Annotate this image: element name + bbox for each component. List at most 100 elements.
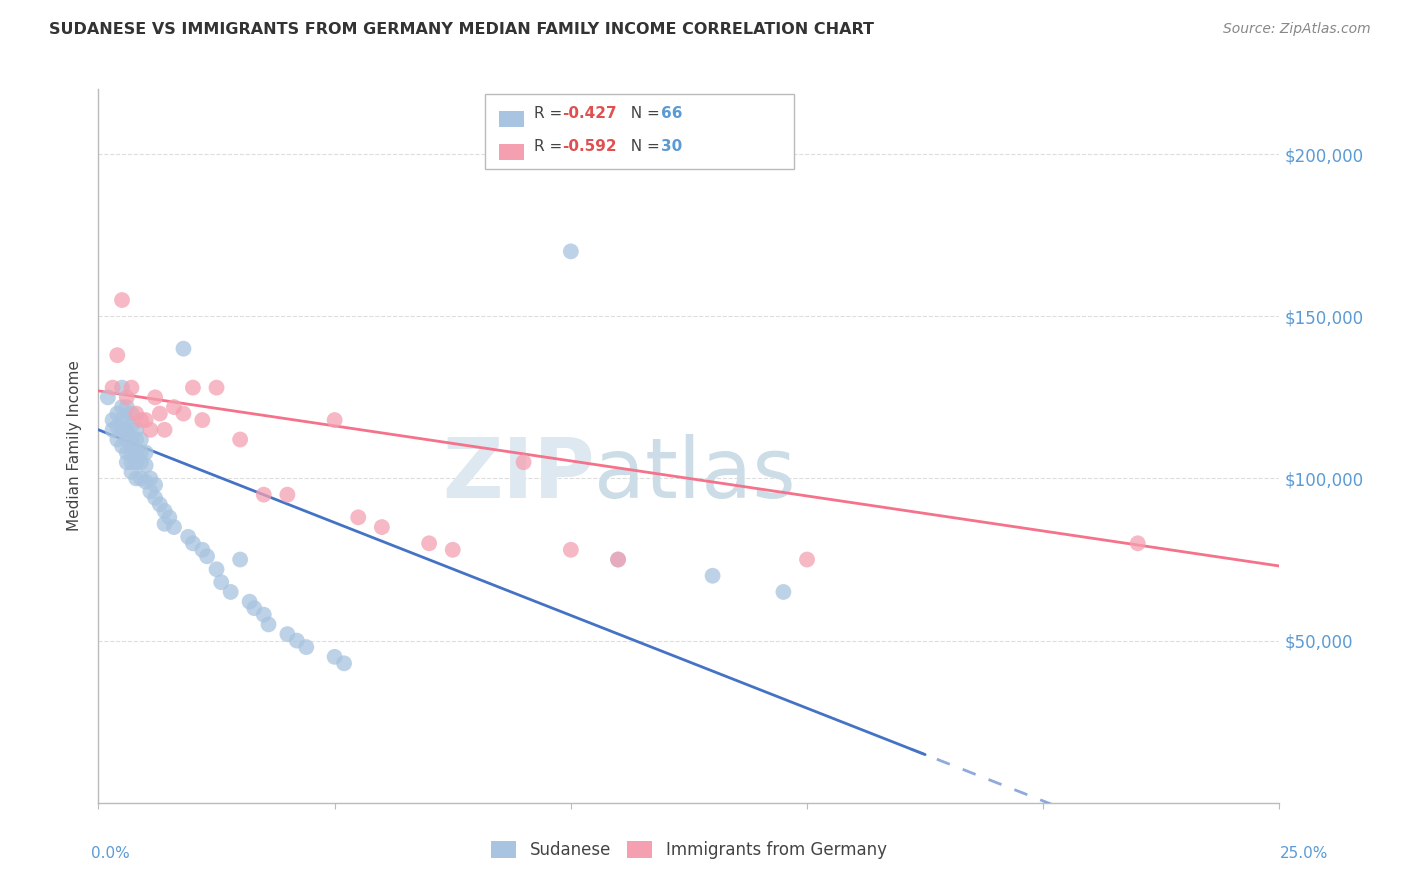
Point: [105, 419, 128, 434]
Point: [205, 562, 228, 576]
Point: [191, 413, 214, 427]
Point: [105, 433, 128, 447]
Text: N =: N =: [621, 139, 665, 153]
Point: [115, 413, 138, 427]
Point: [129, 445, 152, 459]
Point: [371, 520, 394, 534]
Point: [229, 552, 252, 566]
Point: [135, 458, 157, 473]
Point: [121, 465, 143, 479]
Point: [111, 381, 134, 395]
Point: [105, 407, 128, 421]
Point: [105, 348, 128, 362]
Text: 30: 30: [661, 139, 682, 153]
Point: [172, 407, 194, 421]
Point: [111, 439, 134, 453]
Point: [205, 381, 228, 395]
Point: [209, 575, 232, 590]
Point: [101, 423, 124, 437]
Point: [143, 478, 166, 492]
Point: [253, 607, 276, 622]
Point: [607, 552, 630, 566]
Point: [796, 552, 818, 566]
Point: [149, 407, 172, 421]
Point: [139, 423, 162, 437]
Point: [121, 433, 143, 447]
Point: [323, 649, 346, 664]
Point: [129, 413, 152, 427]
Point: [195, 549, 218, 564]
Point: [111, 423, 134, 437]
Text: -0.592: -0.592: [562, 139, 617, 153]
Point: [135, 475, 157, 489]
Point: [121, 407, 143, 421]
Point: [129, 455, 152, 469]
Point: [125, 407, 148, 421]
Point: [285, 633, 308, 648]
Point: [1126, 536, 1149, 550]
Text: 25.0%: 25.0%: [1281, 846, 1329, 861]
Point: [153, 423, 176, 437]
Point: [115, 390, 138, 404]
Point: [239, 595, 262, 609]
Text: SUDANESE VS IMMIGRANTS FROM GERMANY MEDIAN FAMILY INCOME CORRELATION CHART: SUDANESE VS IMMIGRANTS FROM GERMANY MEDI…: [49, 22, 875, 37]
Text: Source: ZipAtlas.com: Source: ZipAtlas.com: [1223, 22, 1371, 37]
Point: [153, 504, 176, 518]
Point: [702, 568, 724, 582]
Point: [276, 488, 298, 502]
Text: atlas: atlas: [595, 434, 796, 515]
Text: ZIP: ZIP: [441, 434, 595, 515]
Point: [97, 390, 120, 404]
Point: [163, 400, 186, 414]
Text: N =: N =: [621, 106, 665, 120]
Point: [323, 413, 346, 427]
Point: [115, 400, 138, 414]
Point: [125, 433, 148, 447]
Point: [560, 542, 582, 557]
Point: [125, 455, 148, 469]
Point: [276, 627, 298, 641]
Text: R =: R =: [534, 139, 568, 153]
Point: [139, 484, 162, 499]
Point: [125, 471, 148, 485]
Point: [243, 601, 266, 615]
Point: [177, 530, 200, 544]
Point: [111, 293, 134, 307]
Point: [115, 455, 138, 469]
Point: [125, 423, 148, 437]
Point: [115, 433, 138, 447]
Point: [181, 381, 204, 395]
Point: [157, 510, 180, 524]
Point: [129, 471, 152, 485]
Point: [135, 413, 157, 427]
Point: [129, 433, 152, 447]
Point: [219, 585, 242, 599]
Point: [139, 471, 162, 485]
Text: R =: R =: [534, 106, 568, 120]
Point: [257, 617, 280, 632]
Point: [125, 445, 148, 459]
Point: [121, 445, 143, 459]
Point: [111, 413, 134, 427]
Point: [143, 491, 166, 505]
Point: [121, 381, 143, 395]
Point: [115, 423, 138, 437]
Point: [441, 542, 464, 557]
Point: [512, 455, 534, 469]
Text: -0.427: -0.427: [562, 106, 617, 120]
Point: [172, 342, 194, 356]
Point: [163, 520, 186, 534]
Y-axis label: Median Family Income: Median Family Income: [67, 360, 83, 532]
Point: [418, 536, 440, 550]
Text: 66: 66: [661, 106, 682, 120]
Point: [772, 585, 794, 599]
Point: [101, 413, 124, 427]
Point: [295, 640, 318, 654]
Point: [121, 419, 143, 434]
Point: [333, 657, 356, 671]
Point: [121, 455, 143, 469]
Point: [560, 244, 582, 259]
Point: [111, 400, 134, 414]
Point: [181, 536, 204, 550]
Point: [143, 390, 166, 404]
